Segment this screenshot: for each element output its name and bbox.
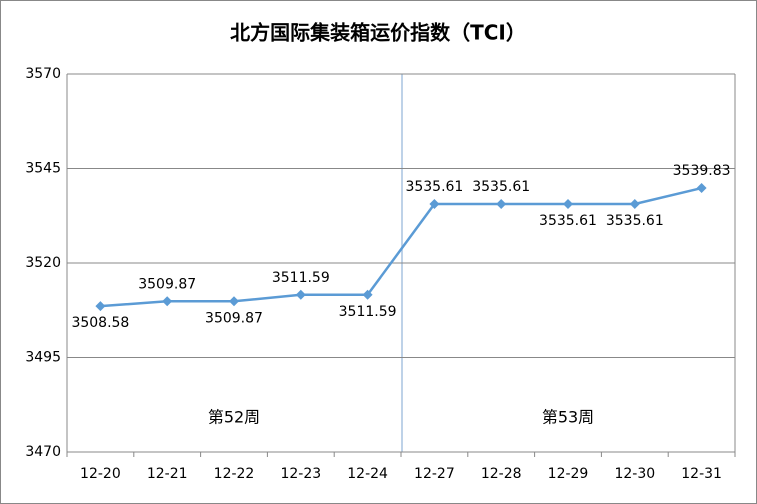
data-label: 3535.61 — [606, 213, 664, 229]
y-tick-label: 3495 — [25, 350, 61, 366]
chart-title: 北方国际集装箱运价指数（TCI） — [230, 21, 526, 45]
data-point — [362, 289, 373, 300]
x-tick-label: 12-20 — [80, 466, 121, 482]
data-label: 3508.58 — [71, 315, 129, 331]
week-annotation: 第52周 — [208, 408, 260, 427]
data-label: 3535.61 — [472, 179, 530, 195]
y-tick-label: 3520 — [25, 255, 61, 271]
y-tick-label: 3570 — [25, 66, 61, 82]
data-label: 3539.83 — [673, 163, 731, 179]
week-annotation: 第53周 — [542, 408, 594, 427]
data-point — [229, 296, 239, 307]
data-label: 3511.59 — [272, 270, 330, 286]
x-tick-label: 12-24 — [347, 466, 388, 482]
x-tick-label: 12-28 — [481, 466, 522, 482]
data-label: 3511.59 — [339, 304, 397, 320]
x-tick-label: 12-31 — [681, 466, 722, 482]
x-tick-label: 12-29 — [548, 466, 589, 482]
series-line — [100, 186, 702, 308]
data-point — [429, 198, 440, 209]
data-point — [563, 198, 573, 209]
y-tick-label: 3545 — [25, 161, 61, 177]
data-point — [95, 301, 106, 312]
data-label: 3509.87 — [138, 276, 196, 292]
x-tick-label: 12-23 — [280, 466, 321, 482]
data-label: 3535.61 — [405, 179, 463, 195]
data-point — [696, 183, 707, 194]
data-point — [162, 296, 173, 307]
data-label: 3509.87 — [205, 310, 263, 326]
data-point — [629, 198, 640, 209]
data-point — [496, 198, 507, 209]
x-tick-label: 12-30 — [614, 466, 655, 482]
y-tick-label: 3470 — [25, 444, 61, 460]
x-tick-label: 12-27 — [414, 466, 455, 482]
data-point — [295, 289, 306, 300]
x-tick-label: 12-21 — [147, 466, 188, 482]
data-label: 3535.61 — [539, 213, 597, 229]
x-tick-label: 12-22 — [214, 466, 255, 482]
